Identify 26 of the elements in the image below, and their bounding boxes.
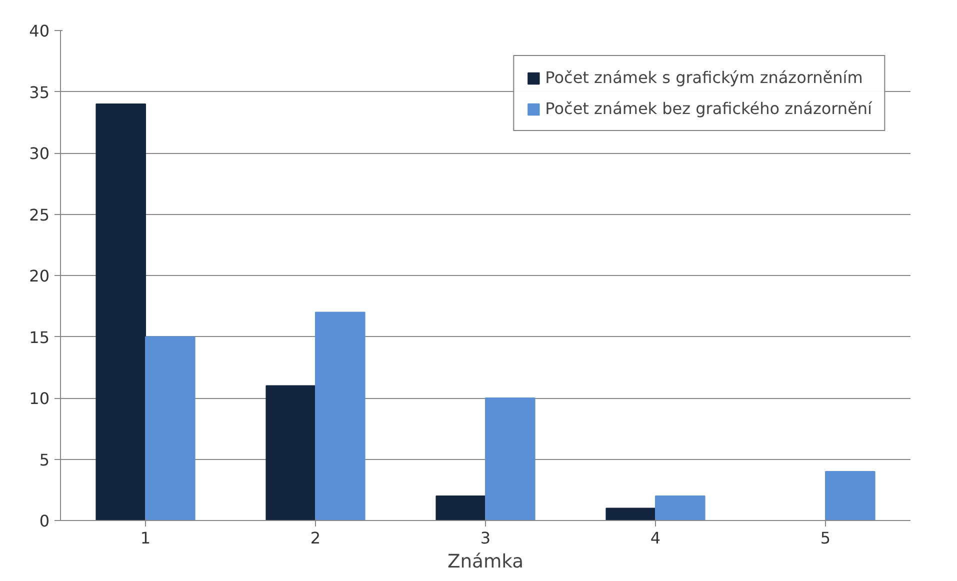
x-axis-title: Známka: [447, 552, 524, 572]
bar: [266, 385, 316, 520]
x-tick-label: 4: [650, 528, 661, 548]
y-tick-label: 15: [29, 328, 50, 347]
y-tick-label: 35: [29, 82, 50, 102]
bar: [655, 496, 706, 520]
x-tick-label: 2: [310, 528, 321, 548]
bar: [485, 398, 536, 520]
bar: [96, 104, 146, 520]
y-tick-label: 10: [29, 389, 50, 408]
bar: [315, 312, 366, 520]
y-tick-label: 20: [29, 266, 50, 286]
y-tick-label: 5: [39, 450, 50, 470]
bar: [145, 336, 196, 520]
y-tick-label: 0: [39, 512, 50, 530]
bar: [606, 508, 656, 520]
legend-label: Počet známek bez grafického znázornění: [545, 99, 872, 118]
y-tick-label: 30: [29, 144, 50, 163]
y-tick-label: 40: [29, 22, 50, 40]
x-tick-label: 3: [480, 528, 491, 548]
y-tick-label: 25: [29, 205, 50, 224]
bar: [825, 471, 876, 520]
bar: [436, 496, 486, 520]
legend-label: Počet známek s grafickým znázorněním: [545, 68, 863, 87]
x-tick-label: 1: [140, 528, 151, 548]
x-tick-label: 5: [820, 528, 831, 548]
